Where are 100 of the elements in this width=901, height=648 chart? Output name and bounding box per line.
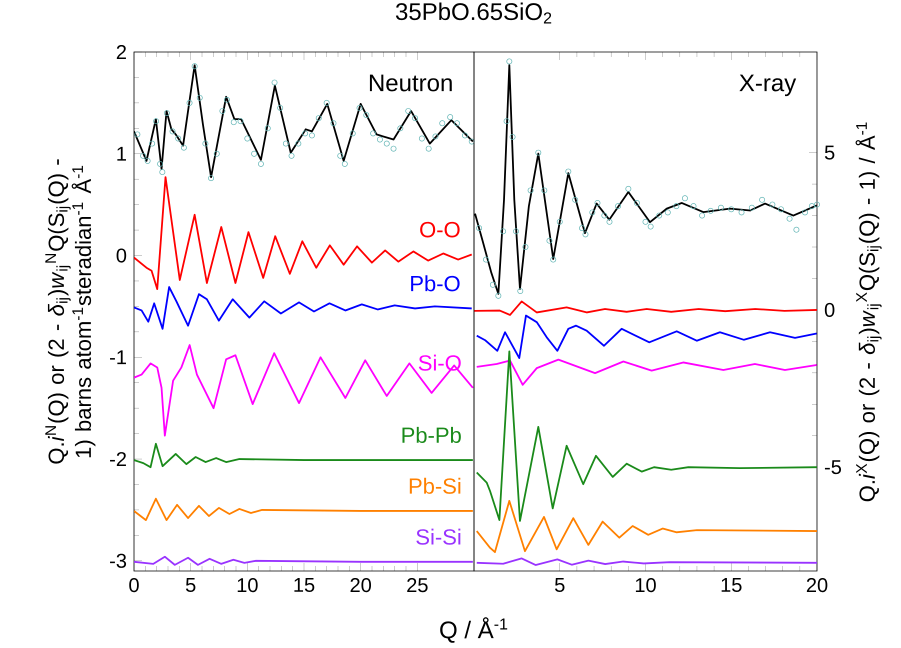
line-series [474,300,817,316]
point [412,115,418,122]
y-tick-label: -5 [824,460,842,474]
point [282,140,289,147]
point [164,110,170,116]
point [342,160,348,167]
y-tick-label: 1 [117,146,126,161]
point [175,136,182,142]
point [625,186,632,192]
x-axis-title: Q / Å$^{-1}$ [440,617,508,643]
point [153,118,160,124]
line-series [476,350,817,522]
point [506,58,512,64]
point [405,108,412,114]
x-tick-label: 0 [129,578,139,592]
point [140,152,146,159]
series-label: Pb-O [411,275,460,292]
line-series [134,556,474,566]
point [528,187,534,194]
point [517,288,524,294]
point [594,200,600,206]
point [664,209,671,216]
point [793,226,800,233]
point [439,120,446,126]
point [541,187,548,194]
x-tick-label: 5 [186,578,196,592]
x-tick-label: 10 [238,578,258,592]
point [778,206,784,212]
point [149,140,156,147]
point [219,108,226,114]
point [550,256,556,263]
point [546,238,552,244]
point [432,134,438,140]
point [447,114,454,120]
point [426,146,432,152]
chart-title: 35PbO.65SiO$_{2}$ [396,2,552,24]
x-tick-label: 20 [806,578,828,592]
point [238,118,244,124]
y-tick-label: 2 [116,45,126,59]
point [615,203,622,210]
x-tick-label: 15 [722,578,742,592]
point [769,202,776,208]
point [535,150,542,156]
line-series [476,358,817,386]
point [356,105,362,111]
point [690,203,696,210]
point [490,282,496,288]
point [186,100,192,106]
point [656,212,662,219]
point [513,228,519,234]
point [738,209,744,216]
point [522,244,528,250]
point [288,152,294,159]
point [397,125,404,132]
y-tick-label: -3 [110,554,126,568]
point [682,195,688,202]
point [556,218,563,225]
point [196,94,203,101]
x-tick-label: 5 [555,578,564,592]
line-series [476,314,817,359]
point [786,216,793,222]
series-label: Pb-Si [410,478,460,494]
line-series [134,498,474,521]
point [390,146,396,152]
point [264,125,271,132]
point [483,256,489,263]
point [316,115,322,122]
point [134,131,140,138]
point [606,218,612,225]
point [170,128,176,134]
point [565,168,572,174]
point [504,118,510,124]
point [582,231,588,238]
point [510,134,516,140]
point [495,292,502,299]
point [159,169,166,176]
point [230,119,237,126]
point [454,120,460,126]
series-label: Si-O [418,354,461,371]
point [208,175,214,182]
y-tick-label: -1 [110,350,126,364]
point [363,112,370,118]
series-label: O-O [420,222,460,238]
annotation: X-ray [739,74,796,96]
point [384,140,390,147]
y-tick-label: 5 [824,146,834,160]
y-tick-label: 0 [116,248,126,263]
point [642,218,648,225]
series-label: Pb-Pb [402,426,461,444]
point [244,136,250,142]
point [330,120,336,126]
point [802,209,808,216]
point [673,203,680,210]
point [589,209,596,216]
point [708,208,714,214]
point [295,140,302,147]
point [572,196,578,203]
x-tick-label: 10 [636,578,656,592]
point [699,212,706,219]
point [272,80,278,86]
